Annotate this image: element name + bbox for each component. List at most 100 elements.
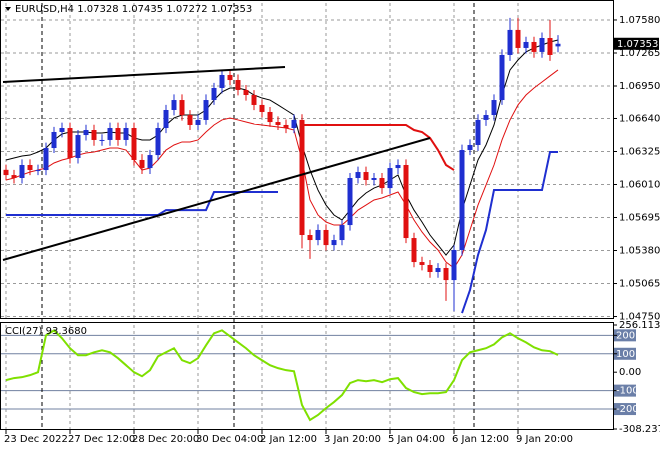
overlay-line [302, 123, 455, 171]
y-tick-label: 1.06325 [619, 146, 660, 157]
candle-body [339, 225, 345, 241]
candle-body [331, 240, 337, 246]
candle-body [251, 95, 257, 105]
candle-body [75, 135, 81, 158]
candle-body [107, 128, 113, 140]
candle-body [19, 165, 25, 178]
y-tick-label: 1.04750 [619, 312, 660, 323]
candle-body [123, 128, 129, 140]
last-low: 1.07272 [166, 4, 207, 15]
candle-body [499, 54, 505, 101]
candle-body [195, 119, 201, 125]
candle-body [235, 80, 241, 90]
candle-body [51, 131, 57, 149]
candle-body [83, 130, 89, 136]
y-tick-label: 256.113 [619, 320, 660, 331]
candle-body [315, 229, 321, 241]
x-tick-label: 30 Dec 04:00 [196, 434, 263, 445]
menu-triangle[interactable] [5, 7, 11, 11]
indicator-title: CCI(27) 93.3680 [5, 326, 87, 337]
candle-body [523, 41, 529, 48]
candle-body [187, 115, 193, 125]
y-tick-label: 1.07265 [619, 48, 660, 59]
overlay-line [6, 151, 558, 314]
candle-body [547, 38, 553, 55]
plot-area [3, 17, 561, 422]
candle-body [171, 100, 177, 110]
candle-body [115, 128, 121, 140]
chart-header: EURUSD,H4 1.07328 1.07435 1.07272 1.0735… [15, 4, 252, 15]
candle-body [379, 178, 385, 189]
last-close: 1.07353 [211, 4, 252, 15]
y-tick-label: -308.2372 [619, 424, 660, 435]
x-tick-label: 9 Jan 20:00 [516, 434, 573, 445]
last-open: 1.07328 [77, 4, 118, 15]
candle-body [451, 249, 457, 281]
candle-body [227, 74, 233, 81]
candle-body [347, 178, 353, 226]
y-tick-label: 1.05695 [619, 213, 660, 224]
candle-body [427, 264, 433, 272]
y-tick-label: 100 [616, 349, 635, 360]
candle-body [555, 43, 561, 47]
candle-body [259, 104, 265, 112]
y-tick-label: 0.00 [619, 367, 641, 378]
candle-body [435, 268, 441, 272]
indicator-panel-frame [0, 322, 614, 430]
candle-body [91, 130, 97, 140]
candle-body [163, 109, 169, 129]
trend-line [2, 137, 431, 261]
candle-body [299, 119, 305, 236]
candle-body [275, 122, 281, 125]
candle-body [219, 74, 225, 88]
current-price-box [613, 37, 659, 50]
chart-title: EURUSD,H4 [15, 4, 74, 15]
candle-body [3, 169, 9, 176]
candle-body [403, 165, 409, 239]
candle-body [43, 148, 49, 171]
y-tick-label: 1.06010 [619, 179, 660, 190]
x-tick-label: 3 Jan 20:00 [324, 434, 381, 445]
candle-body [355, 172, 361, 178]
level-label-box [614, 403, 636, 416]
candle-body [99, 139, 105, 141]
y-tick-label: 1.06640 [619, 113, 660, 124]
candle-body [419, 262, 425, 265]
level-label-box [614, 347, 636, 360]
axes: 1.07580 1.07265 1.06950 1.06640 1.06325 1.060… [4, 15, 660, 445]
candle-body [459, 150, 465, 250]
candle-body [507, 29, 513, 55]
candle-body [443, 268, 449, 281]
candle-body [67, 128, 73, 158]
y-tick-label: -100 [616, 386, 639, 397]
candle-body [267, 111, 273, 123]
candle-body [467, 144, 473, 151]
candle-body [491, 100, 497, 116]
candle-body [371, 178, 377, 180]
overlay-line [5, 39, 559, 256]
overlay-line [5, 69, 559, 269]
candle-body [203, 100, 209, 120]
candle-body [483, 115, 489, 120]
x-tick-label: 5 Jan 04:00 [388, 434, 445, 445]
indicator-line [5, 329, 559, 422]
candle-body [283, 124, 289, 129]
candle-body [515, 29, 521, 48]
candle-body [131, 128, 137, 160]
last-high: 1.07435 [122, 4, 163, 15]
grid [1, 3, 613, 429]
y-tick-label: 1.05065 [619, 279, 660, 290]
candle-body [363, 172, 369, 180]
x-tick-label: 23 Dec 2022 [4, 434, 68, 445]
x-tick-label: 28 Dec 20:00 [132, 434, 199, 445]
candle-body [27, 165, 33, 171]
x-tick-label: 6 Jan 12:00 [452, 434, 509, 445]
level-label-box [614, 384, 636, 397]
candle-body [411, 238, 417, 263]
candle-body [147, 155, 153, 169]
candle-body [475, 119, 481, 145]
y-tick-label: 1.06950 [619, 81, 660, 92]
candle-body [291, 119, 297, 129]
